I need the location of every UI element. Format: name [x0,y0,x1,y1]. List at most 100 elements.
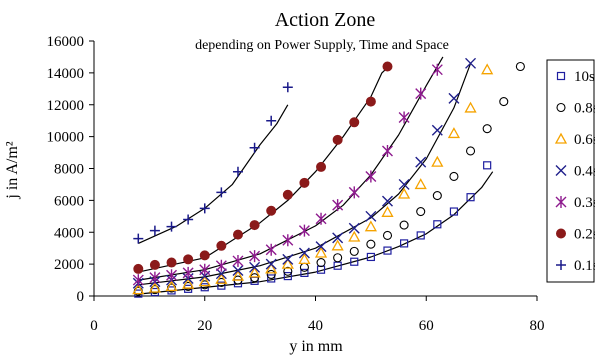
legend: 10s 0.8s 0.6s 0.4s 0.3s 0.2s 0.1s [546,59,595,283]
legend-marker [556,71,566,81]
data-point [298,224,310,237]
data-point [249,261,261,273]
legend-label: 0.6s [574,132,595,148]
data-point [399,220,409,230]
data-point [365,96,376,107]
data-point [414,178,427,190]
data-point [333,253,343,263]
data-point [166,221,177,232]
data-point [283,266,293,276]
data-point [316,257,326,268]
data-point [382,61,393,72]
legend-label: 0.8s [574,101,595,117]
data-point [416,231,425,240]
data-point [299,262,309,272]
data-point [265,262,278,274]
data-point [449,171,459,182]
data-point [232,229,243,240]
y-tick-label: 2000 [54,257,84,273]
data-point [250,273,260,283]
data-point [400,239,409,248]
data-point [132,274,144,287]
data-point [249,220,260,231]
data-point [332,134,343,145]
legend-label: 10s [574,69,595,85]
data-point [332,199,344,212]
data-point [266,115,277,126]
data-point [431,63,443,76]
series-0.4s [132,57,477,289]
data-point [183,214,194,225]
legend-box [546,59,595,283]
data-point [499,97,509,107]
legend-marker [556,102,566,113]
data-point [382,230,393,240]
y-tick-label: 12000 [47,98,85,114]
y-tick-label: 14000 [47,66,85,82]
data-point [350,257,359,266]
data-point [199,250,210,261]
data-point [149,259,160,270]
data-point [449,207,459,216]
data-point [266,269,276,280]
data-point [217,281,226,290]
data-point [133,263,144,274]
data-point [265,243,277,256]
data-point [481,63,494,75]
data-point [398,111,410,124]
data-point [383,246,392,255]
data-point [381,195,393,207]
y-tick-label: 4000 [54,225,84,241]
data-point [266,205,277,216]
data-point [216,187,227,198]
data-point [298,253,311,264]
data-point [232,254,244,267]
chart-title: Action Zone [275,9,376,31]
data-point [315,212,327,225]
data-point [282,189,293,200]
x-tick-label: 40 [308,318,323,334]
data-point [281,257,294,269]
data-point [216,240,227,251]
data-point [447,127,461,139]
data-point [182,266,194,279]
data-points [132,57,525,298]
legend-label: 0.4s [574,164,595,180]
data-point [483,161,492,170]
data-point [448,92,460,104]
legend-label: 0.2s [574,227,595,243]
data-point [416,206,426,217]
data-point [148,281,162,293]
data-point [298,247,310,259]
data-point [349,117,360,128]
data-point [482,124,492,134]
legend-label: 0.1s [574,258,595,274]
series-0.1s [133,82,293,244]
legend-marker [554,132,568,144]
data-point [282,253,294,265]
axes: 0 2000 4000 6000 8000 10000 12000 14000 16000 0 20… [47,34,545,334]
data-point [248,266,261,278]
x-axis-label: y in mm [289,338,343,355]
data-point [166,257,177,268]
data-point [398,178,410,190]
data-point [232,166,243,177]
legend-marker [556,228,566,239]
data-point [365,170,377,183]
data-point [215,268,227,280]
x-tick-label: 0 [90,318,98,334]
y-tick-label: 10000 [47,130,85,146]
data-point [149,271,161,284]
data-point [249,250,261,263]
series-0.3s [132,63,443,287]
fit-curve [138,104,289,244]
data-point [282,234,294,247]
data-point [183,254,194,265]
data-point [316,161,327,172]
legend-label: 0.3s [574,195,595,211]
data-point [464,101,477,113]
data-point [199,203,210,214]
data-point [366,252,375,262]
data-point [415,87,427,100]
